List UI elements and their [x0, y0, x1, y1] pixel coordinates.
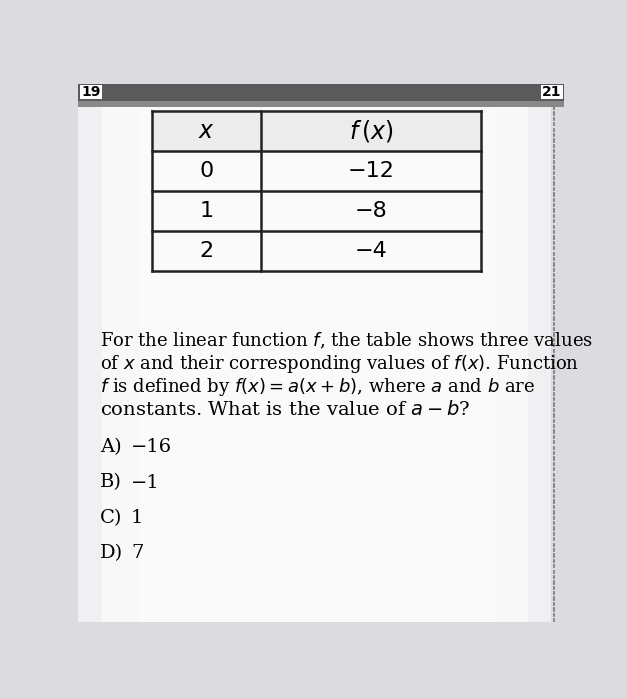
Text: $f$ is defined by $f(x) = a(x + b)$, where $a$ and $b$ are: $f$ is defined by $f(x) = a(x + b)$, whe… [100, 377, 535, 398]
Text: 1: 1 [199, 201, 213, 221]
Text: −4: −4 [354, 241, 387, 261]
Text: −16: −16 [131, 438, 172, 456]
Text: 2: 2 [199, 241, 213, 261]
Text: 19: 19 [81, 85, 100, 99]
Text: −8: −8 [354, 201, 387, 221]
Text: A): A) [100, 438, 122, 456]
Text: C): C) [100, 509, 122, 527]
Text: 7: 7 [131, 545, 144, 562]
Text: 0: 0 [199, 161, 213, 181]
Text: −12: −12 [347, 161, 394, 181]
Text: −1: −1 [131, 473, 160, 491]
Text: 21: 21 [542, 85, 562, 99]
Text: constants. What is the value of $a - b$?: constants. What is the value of $a - b$? [100, 400, 471, 419]
Text: $f\/(x)$: $f\/(x)$ [349, 118, 393, 144]
FancyBboxPatch shape [102, 84, 528, 622]
FancyBboxPatch shape [541, 85, 563, 99]
Text: of $x$ and their corresponding values of $f(x)$. Function: of $x$ and their corresponding values of… [100, 354, 579, 375]
FancyBboxPatch shape [140, 84, 497, 622]
FancyBboxPatch shape [80, 85, 102, 99]
Text: For the linear function $f$, the table shows three values: For the linear function $f$, the table s… [100, 331, 593, 351]
Text: B): B) [100, 473, 122, 491]
FancyBboxPatch shape [78, 84, 564, 101]
FancyBboxPatch shape [152, 111, 482, 151]
Text: $x$: $x$ [198, 119, 214, 143]
Text: 1: 1 [131, 509, 144, 527]
FancyBboxPatch shape [78, 101, 564, 107]
Text: D): D) [100, 545, 123, 562]
FancyBboxPatch shape [78, 84, 551, 622]
